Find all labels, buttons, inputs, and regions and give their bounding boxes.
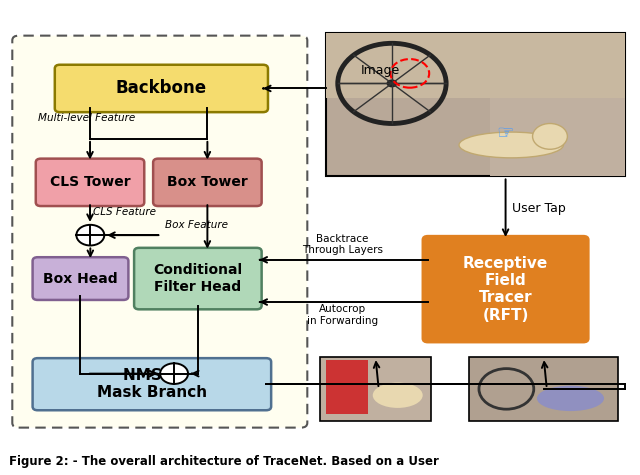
FancyBboxPatch shape [55, 65, 268, 112]
Circle shape [387, 79, 397, 87]
Text: User Tap: User Tap [512, 202, 566, 215]
Bar [326, 33, 625, 177]
Text: CLS Tower: CLS Tower [50, 175, 131, 190]
Circle shape [160, 363, 188, 384]
Text: NMS &
Mask Branch: NMS & Mask Branch [97, 368, 207, 400]
Text: Figure 2: - The overall architecture of TraceNet. Based on a User: Figure 2: - The overall architecture of … [9, 456, 439, 468]
Bar [469, 357, 618, 420]
FancyBboxPatch shape [134, 248, 262, 309]
FancyBboxPatch shape [153, 159, 262, 206]
Text: CLS Feature: CLS Feature [93, 207, 156, 217]
Bar [326, 33, 625, 98]
Text: Box Tower: Box Tower [167, 175, 248, 190]
Text: Autocrop
in Forwarding: Autocrop in Forwarding [307, 304, 378, 326]
Text: Backtrace
Through Layers: Backtrace Through Layers [301, 234, 383, 255]
Text: Receptive
Field
Tracer
(RFT): Receptive Field Tracer (RFT) [463, 256, 548, 323]
Text: Backbone: Backbone [116, 79, 207, 97]
FancyBboxPatch shape [33, 358, 271, 410]
Bar [326, 361, 368, 414]
Text: Image: Image [361, 64, 401, 77]
Ellipse shape [372, 382, 422, 408]
Ellipse shape [537, 386, 604, 411]
Text: Box Head: Box Head [43, 272, 118, 285]
Ellipse shape [459, 132, 563, 158]
Bar [320, 357, 431, 420]
Circle shape [532, 124, 568, 149]
FancyBboxPatch shape [12, 36, 307, 428]
Bar [490, 98, 625, 177]
Circle shape [76, 225, 104, 246]
Text: Multi-level Feature: Multi-level Feature [38, 113, 135, 123]
Text: ☞: ☞ [496, 124, 514, 143]
FancyBboxPatch shape [423, 236, 588, 342]
Text: Conditional
Filter Head: Conditional Filter Head [154, 264, 243, 294]
Text: Box Feature: Box Feature [164, 220, 228, 230]
FancyBboxPatch shape [36, 159, 144, 206]
FancyBboxPatch shape [33, 257, 129, 300]
